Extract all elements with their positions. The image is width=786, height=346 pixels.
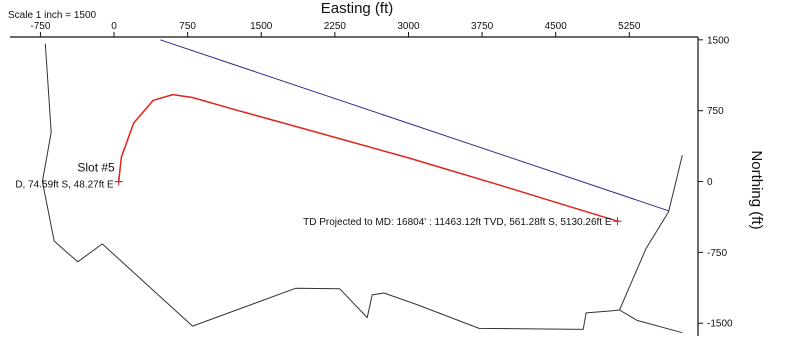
x-tick-label: 750 [179, 21, 196, 32]
x-tick-label: 3750 [471, 21, 494, 32]
y-tick-label: 1500 [707, 35, 730, 46]
x-tick-group: -750 0 750 1500 2250 3000 3750 4500 5250 [30, 21, 641, 37]
annotation-group: Slot #5 D, 74.59ft S, 48.27ft E TD Proje… [15, 161, 622, 228]
lease-boundary-line [41, 43, 683, 330]
x-tick-label: 3000 [397, 21, 420, 32]
y-tick-label: 750 [707, 106, 724, 117]
slot-label: Slot #5 [77, 161, 115, 175]
x-tick-label: 2250 [324, 21, 347, 32]
td-label: TD Projected to MD: 16804' : 11463.12ft … [303, 217, 612, 228]
x-tick-label: 1500 [250, 21, 273, 32]
y-tick-label: -1500 [707, 319, 733, 330]
x-tick-label: 5250 [618, 21, 641, 32]
slot-marker [114, 177, 123, 186]
y-tick-group: 1500 750 0 -750 -1500 [698, 35, 733, 330]
x-tick-label: -750 [30, 21, 50, 32]
well-path-line [117, 93, 618, 222]
td-marker [613, 217, 622, 226]
series-group [41, 39, 683, 334]
scale-note: Scale 1 inch = 1500 [8, 10, 97, 21]
x-tick-label: 4500 [545, 21, 568, 32]
y-axis-title: Northing (ft) [748, 150, 765, 229]
slot-detail-label: D, 74.59ft S, 48.27ft E [15, 180, 114, 191]
hardline-line [160, 39, 669, 212]
y-tick-label: -750 [707, 248, 727, 259]
x-tick-label: 0 [111, 21, 117, 32]
x-axis-title: Easting (ft) [321, 0, 394, 17]
y-tick-label: 0 [707, 177, 713, 188]
lease-boundary-lower-line [619, 309, 683, 334]
